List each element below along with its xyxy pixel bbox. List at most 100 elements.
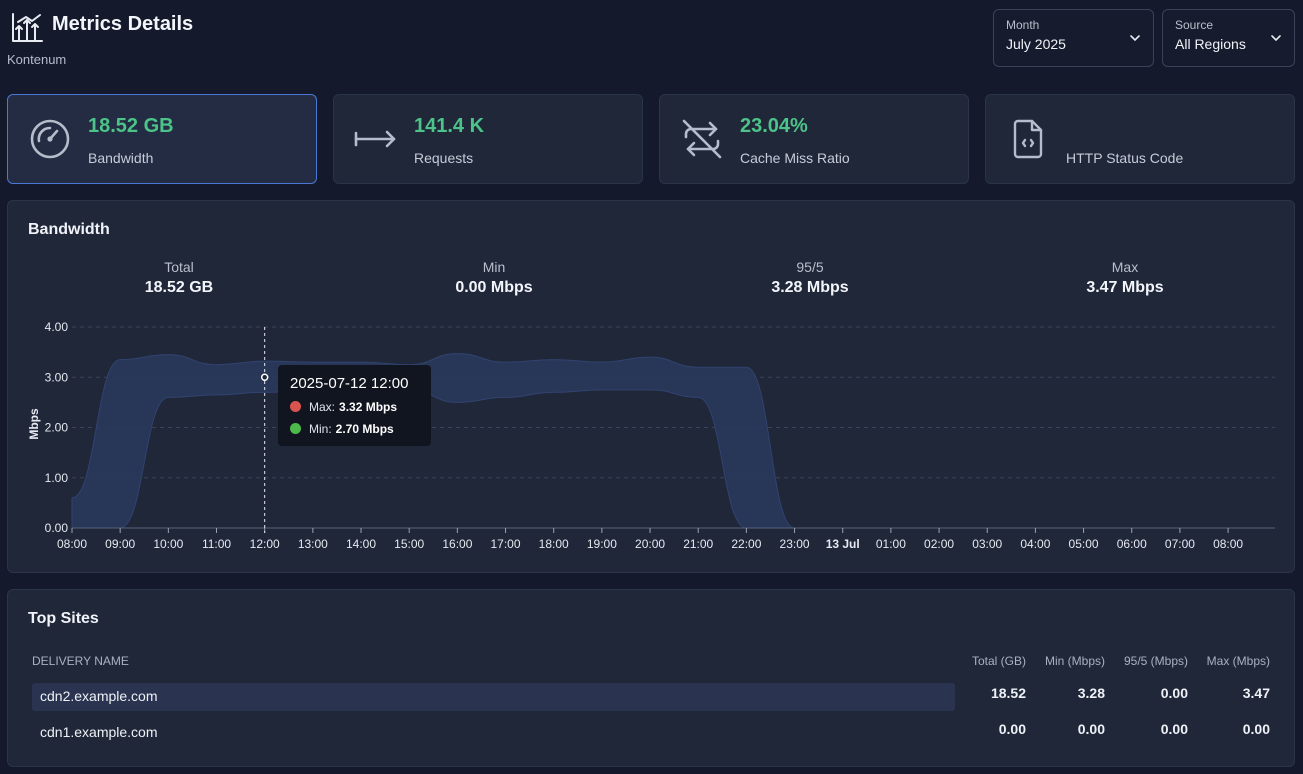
metric-card-requests[interactable]: 141.4 K Requests <box>333 94 643 184</box>
column-header-total[interactable]: Total (GB) <box>971 654 1026 668</box>
source-select[interactable]: Source All Regions <box>1162 9 1295 67</box>
tooltip-title: 2025-07-12 12:00 <box>290 375 409 392</box>
stat-value: 3.47 Mbps <box>1086 279 1164 296</box>
x-tick-label: 02:00 <box>924 537 954 551</box>
x-tick-label: 17:00 <box>491 537 521 551</box>
cell-95-5: 0.00 <box>1160 721 1188 737</box>
x-tick-label: 05:00 <box>1069 537 1099 551</box>
x-tick-label: 08:00 <box>1213 537 1243 551</box>
x-tick-label: 09:00 <box>105 537 135 551</box>
stat-max: Max 3.47 Mbps <box>1025 259 1225 297</box>
stat-label: Total <box>164 259 194 275</box>
month-select-value: July 2025 <box>1006 36 1066 52</box>
y-axis-label: Mbps <box>27 408 41 440</box>
tooltip-min-row: Min: 2.70 Mbps <box>290 422 419 437</box>
max-series-dot <box>290 401 301 412</box>
chevron-down-icon <box>1130 35 1140 42</box>
cell-min: 0.00 <box>1077 721 1105 737</box>
top-sites-title: Top Sites <box>28 610 99 627</box>
tooltip-min-value: 2.70 Mbps <box>335 422 394 436</box>
x-tick-label: 01:00 <box>876 537 906 551</box>
x-tick-label: 19:00 <box>587 537 617 551</box>
chart-tooltip: 2025-07-12 12:00 Max: 3.32 Mbps Min: 2.70 … <box>278 365 431 446</box>
table-row[interactable]: cdn1.example.com <box>32 719 955 747</box>
cell-min: 3.28 <box>1077 685 1105 701</box>
x-tick-label: 12:00 <box>250 537 280 551</box>
bandwidth-panel: Bandwidth Total 18.52 GB Min 0.00 Mbps 9… <box>7 200 1295 573</box>
stat-95-5: 95/5 3.28 Mbps <box>710 259 910 297</box>
x-tick-label: 21:00 <box>683 537 713 551</box>
metric-card-cache-miss-ratio[interactable]: 23.04% Cache Miss Ratio <box>659 94 969 184</box>
y-tick-label: 1.00 <box>45 471 69 485</box>
cell-total: 18.52 <box>990 685 1026 701</box>
gauge-icon <box>30 119 70 159</box>
metric-label: Bandwidth <box>88 150 154 166</box>
tooltip-max-label: Max: <box>309 400 336 414</box>
x-tick-label: 18:00 <box>539 537 569 551</box>
stat-value: 3.28 Mbps <box>771 279 849 296</box>
stat-value: 18.52 GB <box>144 279 214 296</box>
x-tick-label: 16:00 <box>442 537 472 551</box>
stat-min: Min 0.00 Mbps <box>394 259 594 297</box>
stat-total: Total 18.52 GB <box>79 259 279 297</box>
chart-growth-icon <box>12 13 43 42</box>
delivery-name: cdn2.example.com <box>40 688 158 704</box>
x-tick-label: 06:00 <box>1117 537 1147 551</box>
cell-total: 0.00 <box>998 721 1026 737</box>
bandwidth-panel-title: Bandwidth <box>28 221 110 238</box>
x-tick-label: 13 Jul <box>826 537 860 551</box>
month-select-label: Month <box>1006 18 1040 32</box>
tooltip-max-row: Max: 3.32 Mbps <box>290 400 419 415</box>
x-tick-label: 11:00 <box>202 537 231 551</box>
bandwidth-chart[interactable]: 4.00 3.00 2.00 1.00 0.00 Mbps 08:00 09:00 10:00 1… <box>8 201 1296 574</box>
x-tick-label: 07:00 <box>1165 537 1195 551</box>
stat-label: Min <box>482 259 506 275</box>
top-sites-panel: Top Sites DELIVERY NAME Total (GB) Min (… <box>7 589 1295 767</box>
y-tick-label: 4.00 <box>45 320 69 334</box>
x-tick-label: 23:00 <box>780 537 810 551</box>
metric-value: 141.4 K <box>414 115 485 137</box>
metric-card-bandwidth[interactable]: 18.52 GB Bandwidth <box>7 94 317 184</box>
column-header-95-5[interactable]: 95/5 (Mbps) <box>1123 654 1188 668</box>
delivery-name: cdn1.example.com <box>40 724 158 740</box>
column-header-min[interactable]: Min (Mbps) <box>1044 654 1105 668</box>
cell-max: 0.00 <box>1242 721 1270 737</box>
tooltip-max-value: 3.32 Mbps <box>339 400 398 414</box>
cell-max: 3.47 <box>1242 685 1270 701</box>
repeat-off-icon <box>682 119 722 159</box>
series-band-max-min <box>71 353 1229 529</box>
source-select-label: Source <box>1175 18 1214 32</box>
metric-label: Requests <box>414 150 474 166</box>
metric-label: HTTP Status Code <box>1066 150 1184 166</box>
stat-value: 0.00 Mbps <box>455 279 533 296</box>
table-row[interactable]: cdn2.example.com <box>32 683 955 711</box>
cell-95-5: 0.00 <box>1160 685 1188 701</box>
x-tick-label: 20:00 <box>635 537 665 551</box>
file-code-icon <box>1013 119 1043 159</box>
stat-label: 95/5 <box>796 259 824 275</box>
x-tick-label: 10:00 <box>153 537 183 551</box>
metric-label: Cache Miss Ratio <box>740 150 850 166</box>
y-tick-label: 3.00 <box>45 370 69 384</box>
x-tick-label: 15:00 <box>394 537 424 551</box>
arrow-right-icon <box>354 130 396 148</box>
month-select[interactable]: Month July 2025 <box>993 9 1154 67</box>
source-select-value: All Regions <box>1175 36 1246 52</box>
y-tick-label: 0.00 <box>45 521 69 535</box>
stat-label: Max <box>1111 259 1139 275</box>
metric-value: 23.04% <box>740 115 808 137</box>
x-tick-label: 14:00 <box>346 537 376 551</box>
tooltip-min-label: Min: <box>309 422 332 436</box>
chevron-down-icon <box>1271 35 1281 42</box>
column-header-delivery-name[interactable]: DELIVERY NAME <box>32 654 129 668</box>
y-tick-label: 2.00 <box>45 421 69 435</box>
metric-value: 18.52 GB <box>88 115 174 137</box>
x-tick-label: 04:00 <box>1020 537 1050 551</box>
page-title: Metrics Details <box>52 13 194 35</box>
metric-card-http-status-code[interactable]: HTTP Status Code <box>985 94 1295 184</box>
x-tick-label: 22:00 <box>731 537 761 551</box>
column-header-max[interactable]: Max (Mbps) <box>1206 654 1270 668</box>
highlight-point <box>260 373 269 381</box>
x-tick-label: 08:00 <box>57 537 87 551</box>
page-subtitle: Kontenum <box>7 52 67 67</box>
